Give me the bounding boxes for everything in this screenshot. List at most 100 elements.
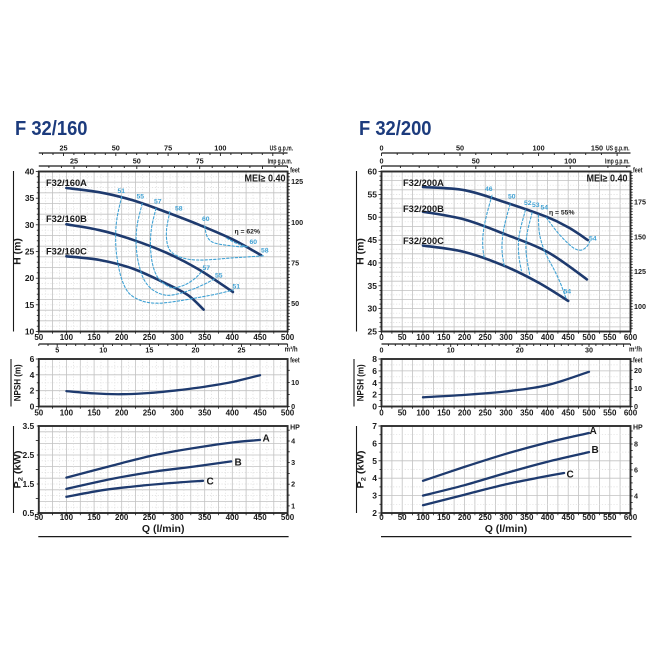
svg-text:250: 250: [143, 513, 157, 522]
svg-text:4: 4: [634, 491, 638, 500]
svg-text:B: B: [592, 445, 599, 456]
svg-text:150: 150: [437, 333, 451, 342]
svg-text:3.5: 3.5: [22, 421, 34, 431]
svg-text:450: 450: [253, 333, 267, 342]
svg-text:150: 150: [87, 409, 101, 418]
svg-text:450: 450: [562, 513, 576, 522]
svg-text:58: 58: [261, 248, 269, 255]
svg-text:2: 2: [372, 508, 377, 518]
svg-text:100: 100: [214, 144, 226, 153]
svg-text:500: 500: [281, 409, 295, 418]
svg-text:25: 25: [25, 247, 35, 257]
svg-text:NPSH (m): NPSH (m): [13, 364, 23, 401]
svg-text:500: 500: [281, 333, 295, 342]
svg-text:30: 30: [25, 220, 35, 230]
svg-text:150: 150: [437, 409, 451, 418]
svg-text:55: 55: [215, 273, 223, 280]
svg-text:54: 54: [541, 205, 549, 212]
svg-text:35: 35: [368, 281, 378, 291]
svg-text:0: 0: [30, 402, 35, 412]
svg-text:58: 58: [175, 206, 183, 213]
svg-text:600: 600: [624, 333, 638, 342]
svg-text:3: 3: [372, 491, 377, 501]
svg-text:600: 600: [624, 409, 638, 418]
svg-text:550: 550: [603, 333, 617, 342]
svg-text:0.5: 0.5: [22, 508, 34, 518]
svg-text:20: 20: [634, 366, 642, 375]
svg-text:25: 25: [238, 346, 246, 355]
svg-text:0: 0: [380, 346, 384, 355]
svg-text:0: 0: [634, 402, 638, 411]
svg-text:200: 200: [115, 409, 129, 418]
svg-text:150: 150: [87, 513, 101, 522]
svg-text:P2 (kW): P2 (kW): [356, 451, 368, 489]
svg-text:500: 500: [582, 333, 596, 342]
svg-text:0: 0: [379, 144, 383, 153]
svg-text:P2 (kW): P2 (kW): [13, 451, 25, 489]
svg-text:40: 40: [25, 167, 35, 177]
svg-text:400: 400: [541, 513, 555, 522]
svg-text:54: 54: [589, 236, 597, 243]
svg-text:F32/200B: F32/200B: [403, 204, 444, 214]
svg-text:F32/160A: F32/160A: [46, 178, 87, 188]
svg-text:0: 0: [372, 402, 377, 412]
svg-text:feet: feet: [633, 168, 643, 175]
svg-text:10: 10: [25, 327, 35, 337]
svg-text:m³/h: m³/h: [629, 347, 642, 354]
svg-text:7: 7: [372, 421, 377, 431]
svg-text:15: 15: [145, 346, 153, 355]
svg-text:175: 175: [634, 197, 646, 206]
svg-text:125: 125: [291, 177, 303, 186]
svg-text:50: 50: [34, 333, 43, 342]
svg-text:Q (l/min): Q (l/min): [142, 523, 185, 535]
svg-text:50: 50: [398, 333, 407, 342]
svg-text:100: 100: [416, 409, 430, 418]
svg-text:A: A: [263, 434, 270, 445]
svg-text:25: 25: [368, 327, 378, 337]
svg-text:20: 20: [192, 346, 200, 355]
svg-text:400: 400: [226, 513, 240, 522]
svg-text:HP: HP: [633, 425, 643, 432]
svg-text:350: 350: [520, 513, 534, 522]
svg-text:50: 50: [133, 157, 141, 166]
svg-text:m³/h: m³/h: [285, 347, 298, 354]
svg-text:A: A: [590, 426, 597, 437]
svg-text:0: 0: [379, 409, 384, 418]
svg-text:MEI≥ 0.40: MEI≥ 0.40: [245, 174, 286, 185]
svg-text:η = 62%: η = 62%: [235, 229, 261, 236]
svg-text:51: 51: [233, 284, 241, 291]
svg-text:F32/160C: F32/160C: [46, 247, 87, 257]
svg-text:450: 450: [562, 409, 576, 418]
svg-text:0: 0: [291, 402, 295, 411]
svg-text:feet: feet: [633, 358, 643, 365]
svg-text:2: 2: [372, 390, 377, 400]
svg-text:10: 10: [99, 346, 107, 355]
svg-text:46: 46: [485, 186, 493, 193]
svg-text:50: 50: [508, 194, 516, 201]
svg-text:50: 50: [291, 299, 299, 308]
svg-text:Q (l/min): Q (l/min): [485, 523, 528, 535]
svg-text:50: 50: [34, 409, 43, 418]
svg-text:15: 15: [25, 300, 35, 310]
svg-text:4: 4: [372, 473, 377, 483]
svg-text:5: 5: [55, 346, 59, 355]
svg-text:US g.p.m.: US g.p.m.: [270, 144, 294, 153]
svg-text:feet: feet: [290, 168, 300, 175]
svg-text:4: 4: [30, 370, 35, 380]
svg-text:550: 550: [603, 409, 617, 418]
svg-text:400: 400: [541, 409, 555, 418]
svg-text:200: 200: [458, 513, 472, 522]
svg-text:10: 10: [291, 378, 299, 387]
svg-text:0: 0: [379, 513, 384, 522]
svg-text:6: 6: [30, 354, 35, 364]
svg-text:350: 350: [520, 409, 534, 418]
svg-text:400: 400: [226, 333, 240, 342]
svg-text:2: 2: [291, 480, 295, 489]
svg-text:100: 100: [60, 513, 74, 522]
svg-text:300: 300: [499, 513, 513, 522]
svg-text:500: 500: [582, 409, 596, 418]
svg-text:250: 250: [479, 513, 493, 522]
svg-text:1: 1: [291, 501, 295, 510]
svg-text:55: 55: [137, 194, 145, 201]
svg-text:HP: HP: [290, 425, 300, 432]
